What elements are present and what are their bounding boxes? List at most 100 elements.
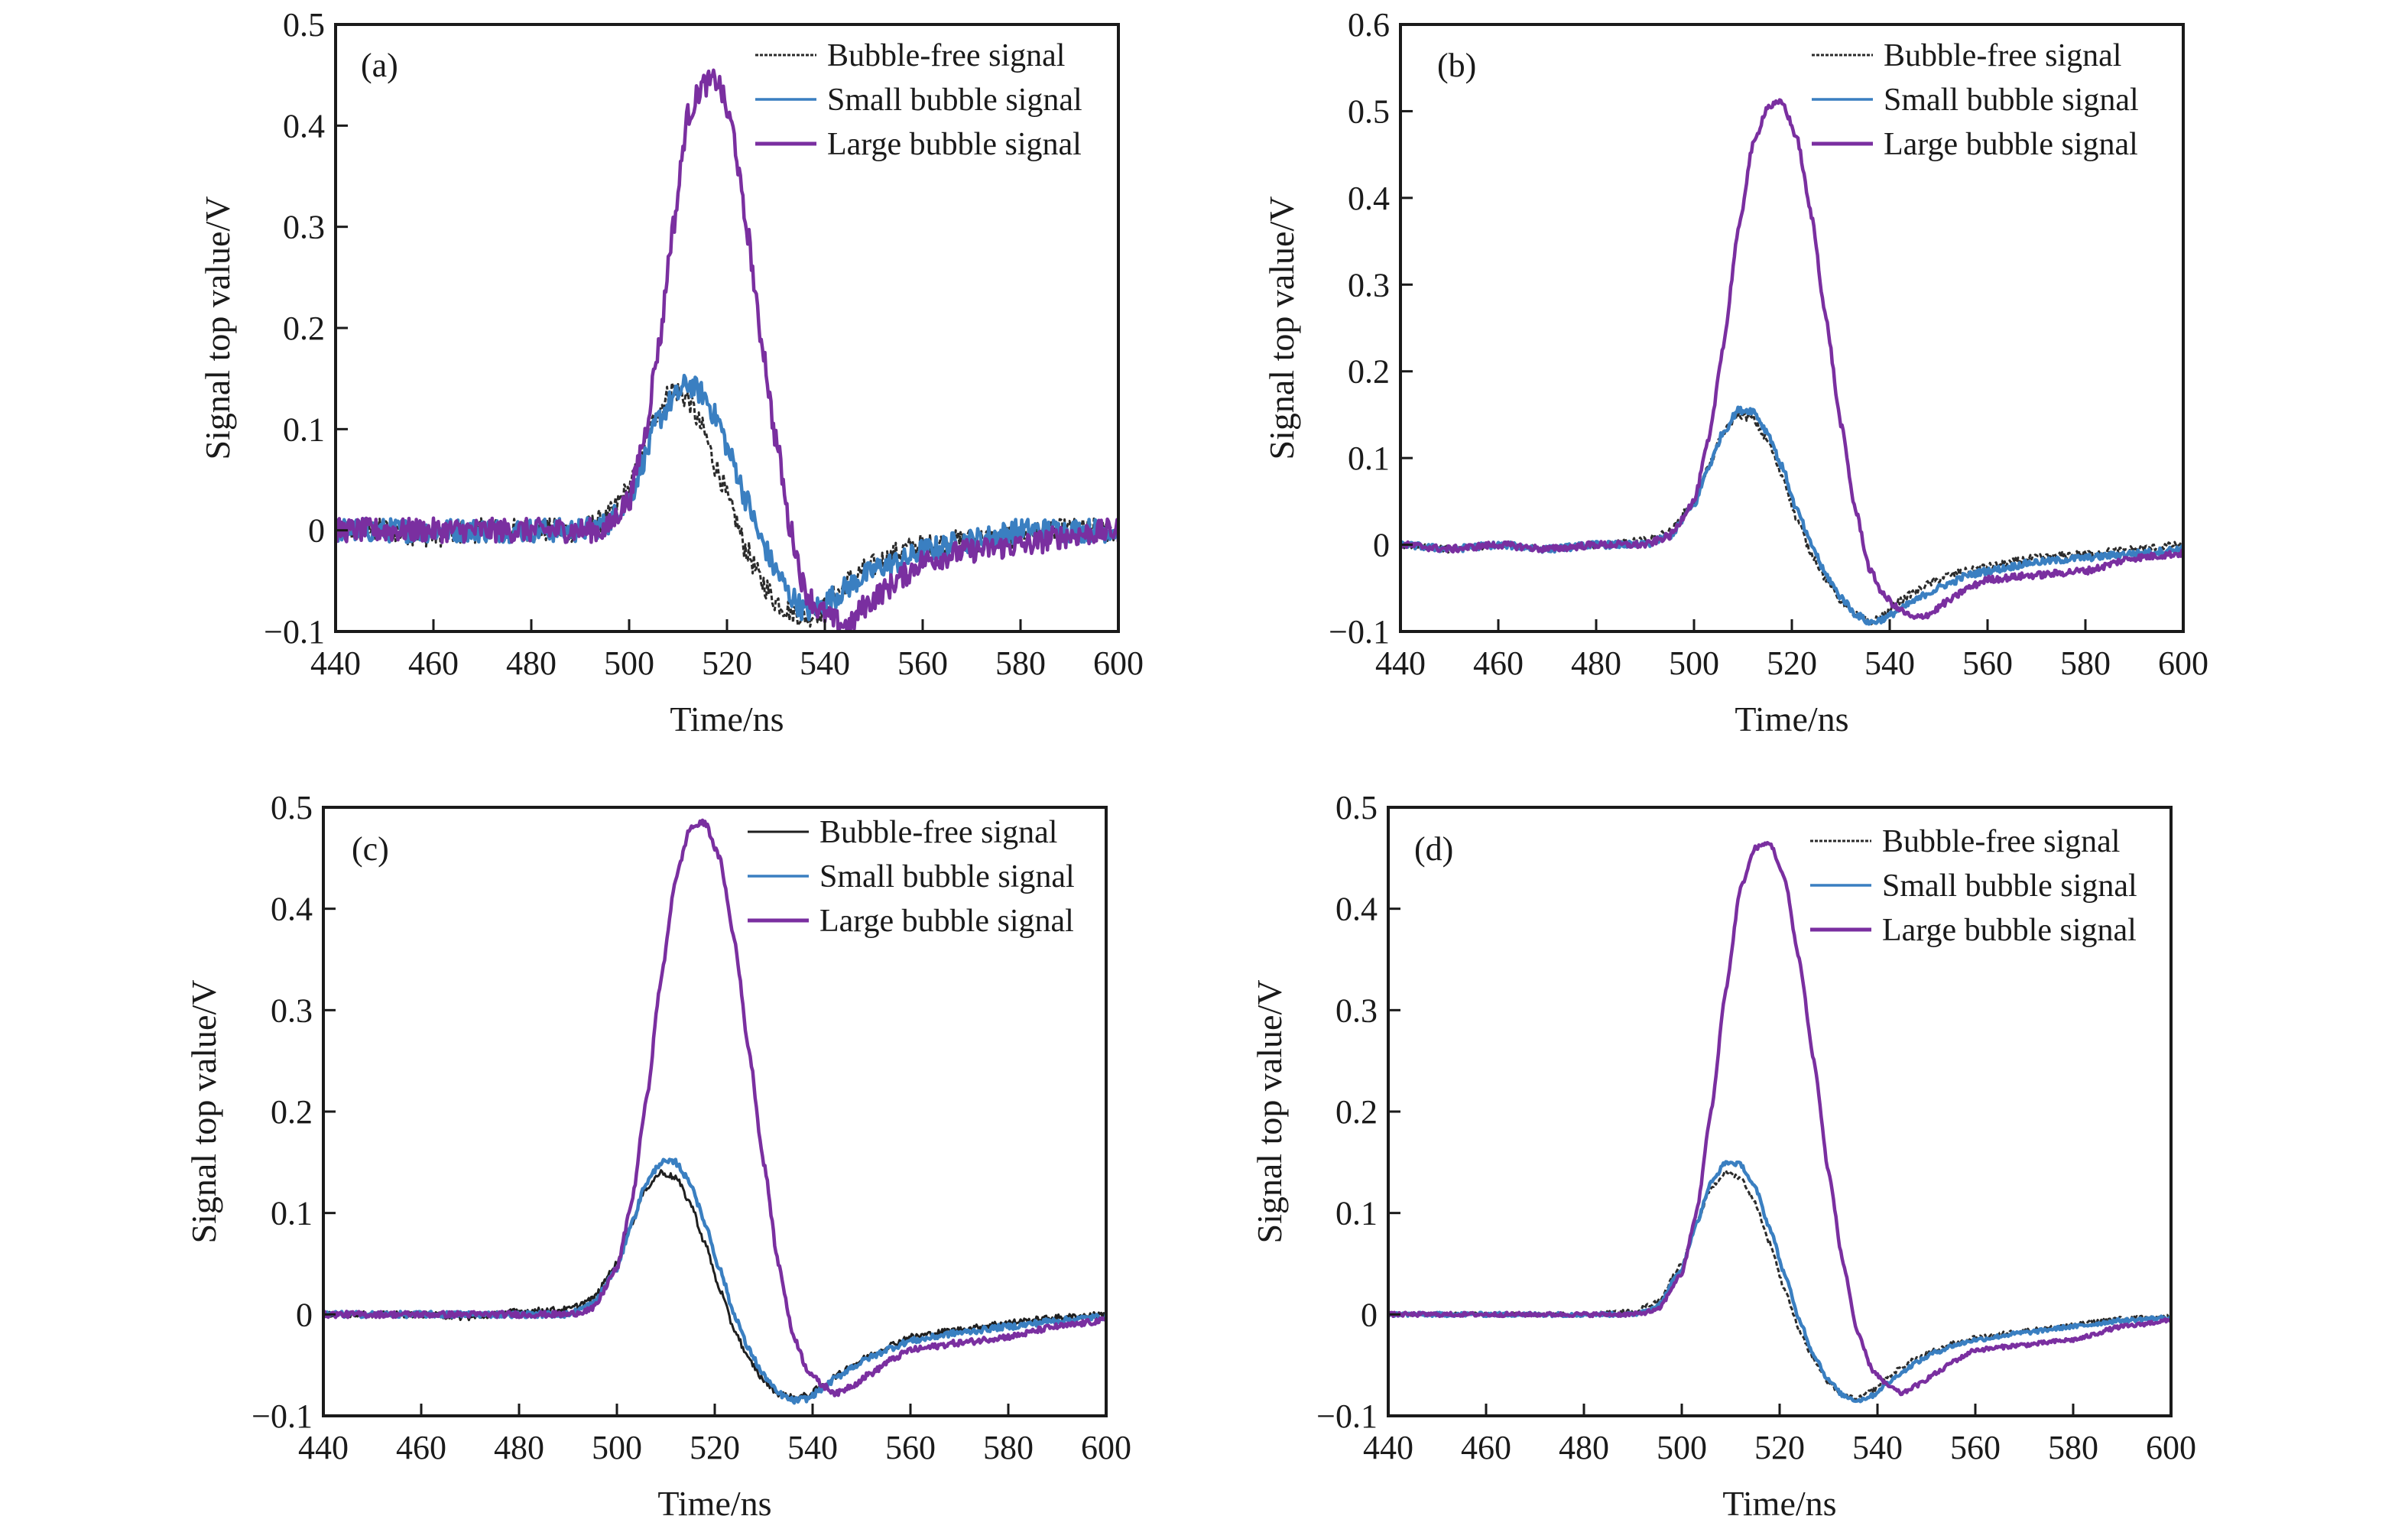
x-tick-label: 520 [690,1429,740,1466]
x-tick-label: 540 [1852,1429,1903,1466]
legend-label: Small bubble signal [1882,868,2137,904]
y-axis-title: Signal top value/V [1262,196,1301,460]
y-tick-label: 0 [1373,527,1390,564]
series-line-bubble-free-signal [336,381,1118,628]
series-group [1388,840,2171,1404]
y-tick-label: 0.5 [1348,93,1390,130]
chart-panel-c: 440 460 480 500 520 540 560 580 600 −0.1 0 0.1 0.2 0.… [184,789,1131,1523]
x-tick-label: 580 [2048,1429,2098,1466]
legend: Bubble-free signal Small bubble signal Lar… [748,815,1075,939]
x-tick-label: 580 [2060,644,2111,682]
x-tick-label: 520 [702,644,752,682]
chart-panel-a: 440 460 480 500 520 540 560 580 600 −0.1 0 0.1 0.2 0.… [198,6,1144,739]
legend-label: Bubble-free signal [827,38,1065,73]
x-axis-title: Time/ns [657,1484,771,1523]
y-tick-label: 0.2 [1335,1093,1378,1131]
y-tick-label: 0.1 [271,1195,313,1232]
series-line-large-bubble-signal [336,68,1118,631]
y-tick-label: 0.1 [283,411,325,448]
x-tick-label: 560 [885,1429,936,1466]
x-tick-label: 600 [2158,644,2208,682]
y-tick-label: 0.6 [1348,6,1390,44]
y-tick-label: −0.1 [252,1398,313,1435]
x-tick-label: 460 [396,1429,446,1466]
legend-label: Large bubble signal [1884,127,2138,162]
y-tick-label: 0.3 [283,209,325,246]
x-axis-title: Time/ns [1722,1484,1836,1523]
y-tick-label: 0.5 [271,789,313,826]
x-tick-label: 480 [494,1429,544,1466]
series-line-small-bubble-signal [323,1157,1106,1405]
x-tick-label: 520 [1767,644,1817,682]
panel-label: (b) [1437,47,1476,84]
x-axis-title: Time/ns [670,700,784,739]
legend: Bubble-free signal Small bubble signal Lar… [755,38,1082,162]
x-tick-label: 540 [800,644,850,682]
series-group [323,818,1106,1405]
x-tick-label: 500 [1657,1429,1707,1466]
x-tick-label: 460 [408,644,459,682]
x-tick-label: 580 [983,1429,1034,1466]
x-tick-label: 500 [592,1429,642,1466]
x-tick-label: 440 [310,644,361,682]
series-group [336,68,1118,631]
legend-label: Bubble-free signal [819,815,1057,850]
x-tick-label: 540 [1864,644,1915,682]
x-tick-label: 560 [1950,1429,2001,1466]
legend: Bubble-free signal Small bubble signal Lar… [1812,38,2139,162]
legend-label: Large bubble signal [819,904,1074,939]
legend: Bubble-free signal Small bubble signal Lar… [1810,824,2137,948]
y-tick-label: 0.4 [1335,891,1378,928]
y-tick-label: −0.1 [1316,1398,1378,1435]
y-tick-label: 0.3 [1335,992,1378,1029]
y-tick-label: 0.2 [1348,353,1390,391]
y-tick-label: 0.1 [1335,1195,1378,1232]
y-tick-label: 0.2 [271,1093,313,1131]
y-tick-label: 0.3 [1348,266,1390,304]
legend-label: Large bubble signal [1882,913,2137,948]
series-line-large-bubble-signal [1400,98,2183,620]
y-tick-label: −0.1 [264,613,325,651]
legend-label: Bubble-free signal [1882,824,2120,859]
y-tick-label: 0.2 [283,310,325,347]
series-group [1400,98,2183,626]
x-tick-label: 440 [1375,644,1426,682]
y-tick-label: 0 [296,1296,313,1333]
legend-label: Small bubble signal [827,83,1082,118]
x-tick-label: 540 [787,1429,838,1466]
x-tick-label: 560 [1962,644,2013,682]
y-tick-label: 0.4 [1348,180,1390,217]
y-tick-label: 0.1 [1348,440,1390,477]
series-line-bubble-free-signal [323,1169,1106,1401]
x-tick-label: 480 [1559,1429,1609,1466]
x-tick-label: 560 [897,644,948,682]
x-tick-label: 600 [1081,1429,1131,1466]
x-tick-label: 580 [995,644,1046,682]
x-tick-label: 500 [604,644,654,682]
series-line-large-bubble-signal [1388,840,2171,1397]
x-tick-label: 460 [1473,644,1524,682]
y-tick-label: −0.1 [1329,613,1390,651]
x-tick-label: 480 [1571,644,1621,682]
y-tick-label: 0.5 [1335,789,1378,826]
y-tick-label: 0.4 [283,107,325,144]
panel-label: (c) [352,830,389,868]
legend-label: Large bubble signal [827,127,1082,162]
x-tick-label: 440 [298,1429,349,1466]
chart-panel-b: 440 460 480 500 520 540 560 580 600 −0.1 0 0.1 0.2 0.… [1262,6,2208,739]
y-axis-title: Signal top value/V [1250,980,1289,1244]
legend-label: Small bubble signal [1884,83,2139,118]
y-tick-label: 0.5 [283,6,325,44]
x-tick-label: 440 [1363,1429,1413,1466]
x-tick-label: 600 [1093,644,1144,682]
x-tick-label: 460 [1461,1429,1511,1466]
x-tick-label: 500 [1669,644,1719,682]
series-line-small-bubble-signal [1400,405,2183,626]
y-tick-label: 0.3 [271,992,313,1029]
panel-label: (a) [361,47,398,84]
legend-label: Bubble-free signal [1884,38,2121,73]
series-line-small-bubble-signal [1388,1160,2171,1404]
x-tick-label: 480 [506,644,557,682]
x-tick-label: 600 [2146,1429,2196,1466]
